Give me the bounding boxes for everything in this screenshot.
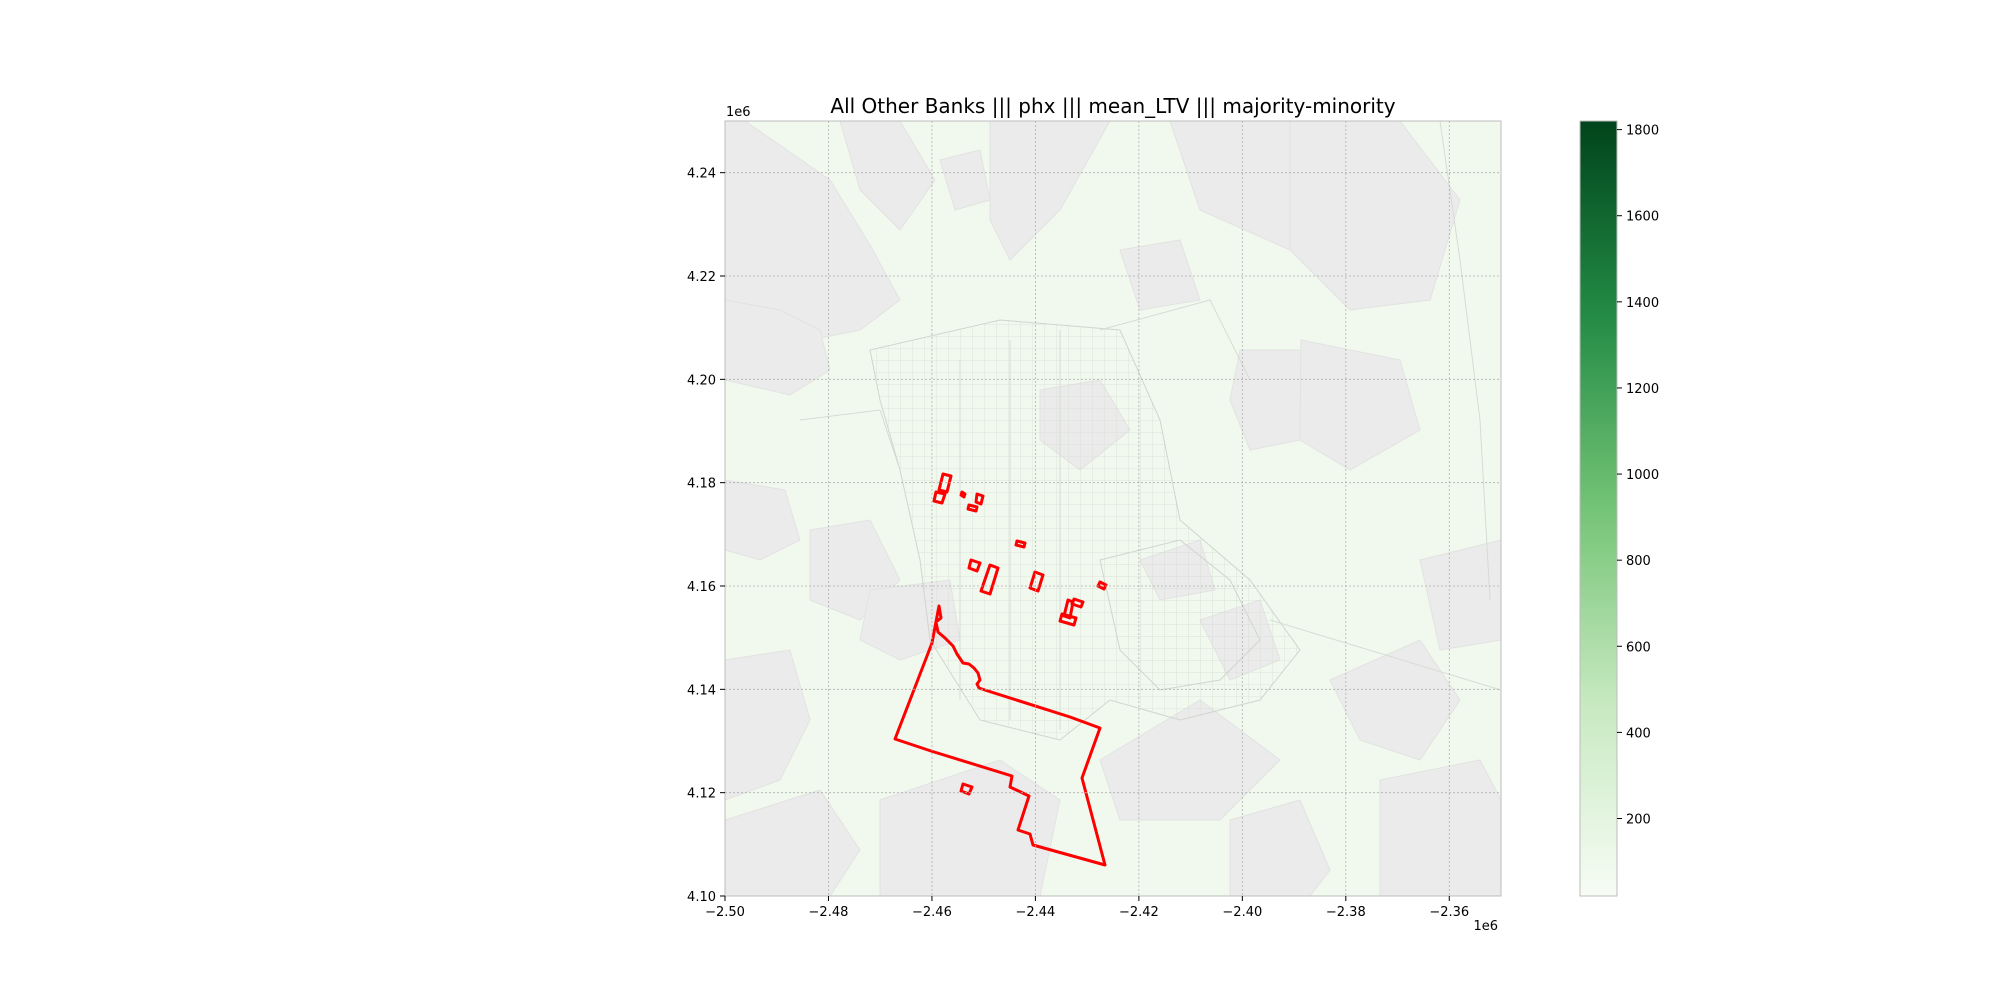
x-tick-label: −2.42 bbox=[1119, 905, 1159, 920]
no-data-region bbox=[1119, 239, 1201, 311]
x-tick-label: −2.46 bbox=[912, 905, 952, 920]
x-tick-label: −2.44 bbox=[1015, 905, 1055, 920]
tract-boundary-line bbox=[1099, 299, 1251, 381]
no-data-region bbox=[1419, 539, 1501, 651]
colorbar-ticks: 200 400 600 800 1000 1200 1400 1600 1800 bbox=[1617, 124, 1659, 828]
colorbar-tick-label: 1000 bbox=[1626, 468, 1659, 483]
tract-boundary-line bbox=[799, 409, 901, 471]
highlight-tract bbox=[1096, 580, 1108, 591]
x-tick-label: −2.50 bbox=[705, 905, 745, 920]
map-layer bbox=[725, 121, 1501, 896]
tract-boundary-line bbox=[1269, 619, 1501, 691]
highlight-tract bbox=[932, 490, 947, 505]
majority-minority-tracts bbox=[893, 472, 1108, 867]
colorbar-gradient bbox=[1579, 120, 1618, 897]
highlight-tract bbox=[967, 558, 982, 573]
x-tick-label: −2.48 bbox=[809, 905, 849, 920]
highlight-tract bbox=[959, 490, 967, 499]
no-data-region bbox=[1229, 799, 1331, 896]
colorbar-tick-label: 200 bbox=[1626, 813, 1651, 828]
y-offset-label: 1e6 bbox=[726, 105, 751, 120]
y-tick-label: 4.14 bbox=[687, 683, 716, 698]
colorbar-tick-label: 1800 bbox=[1626, 124, 1659, 139]
no-data-region bbox=[1329, 639, 1461, 761]
y-tick-label: 4.22 bbox=[687, 270, 716, 285]
y-tick-label: 4.10 bbox=[687, 890, 716, 905]
no-data-region bbox=[1299, 339, 1421, 471]
no-data-region bbox=[1379, 759, 1501, 896]
highlight-tract bbox=[937, 472, 953, 494]
no-data-region bbox=[839, 121, 936, 231]
no-data-region bbox=[939, 149, 991, 211]
colorbar: 200 400 600 800 1000 1200 1400 1600 1800 bbox=[1579, 120, 1659, 897]
highlight-tract bbox=[1062, 598, 1075, 620]
highlight-tract bbox=[1028, 570, 1045, 593]
y-tick-label: 4.24 bbox=[687, 167, 716, 182]
y-axis-ticks: 4.10 4.12 4.14 4.16 4.18 4.20 4.22 4.24 bbox=[687, 167, 725, 905]
chart-title: All Other Banks ||| phx ||| mean_LTV |||… bbox=[830, 94, 1395, 118]
census-tracts bbox=[799, 121, 1501, 741]
colorbar-tick-label: 600 bbox=[1626, 640, 1651, 655]
x-tick-label: −2.38 bbox=[1326, 905, 1366, 920]
map-axes: −2.50 −2.48 −2.46 −2.44 −2.42 −2.40 −2.38 −2.36… bbox=[687, 105, 1502, 934]
no-data-region bbox=[725, 649, 811, 801]
tract-cluster-south bbox=[1099, 539, 1261, 691]
x-offset-label: 1e6 bbox=[1473, 919, 1498, 934]
no-data-region bbox=[725, 479, 801, 561]
no-data-region bbox=[725, 299, 831, 396]
x-tick-label: −2.36 bbox=[1429, 905, 1469, 920]
x-axis-ticks: −2.50 −2.48 −2.46 −2.44 −2.42 −2.40 −2.38 −2.36 bbox=[705, 896, 1469, 920]
tract-boundary-line bbox=[1439, 121, 1491, 601]
highlight-tract bbox=[979, 563, 1000, 596]
highlight-tract bbox=[1014, 539, 1027, 549]
y-tick-label: 4.20 bbox=[687, 373, 716, 388]
no-data-region bbox=[725, 789, 861, 896]
no-data-region bbox=[1289, 121, 1461, 311]
colorbar-tick-label: 1400 bbox=[1626, 296, 1659, 311]
colorbar-tick-label: 1600 bbox=[1626, 210, 1659, 225]
highlight-tract bbox=[966, 503, 979, 513]
y-tick-label: 4.16 bbox=[687, 580, 716, 595]
colorbar-tick-label: 800 bbox=[1626, 554, 1651, 569]
colorbar-tick-label: 1200 bbox=[1626, 382, 1659, 397]
highlight-tract bbox=[974, 492, 985, 506]
highlight-tract bbox=[1058, 612, 1078, 627]
colorbar-tick-label: 400 bbox=[1626, 726, 1651, 741]
x-tick-label: −2.40 bbox=[1222, 905, 1262, 920]
highlight-tract bbox=[1070, 597, 1085, 609]
y-tick-label: 4.12 bbox=[687, 787, 716, 802]
highlight-large-tract bbox=[893, 604, 1107, 867]
y-tick-label: 4.18 bbox=[687, 477, 716, 492]
map-frame bbox=[724, 120, 1502, 897]
highlight-tract bbox=[959, 782, 974, 796]
